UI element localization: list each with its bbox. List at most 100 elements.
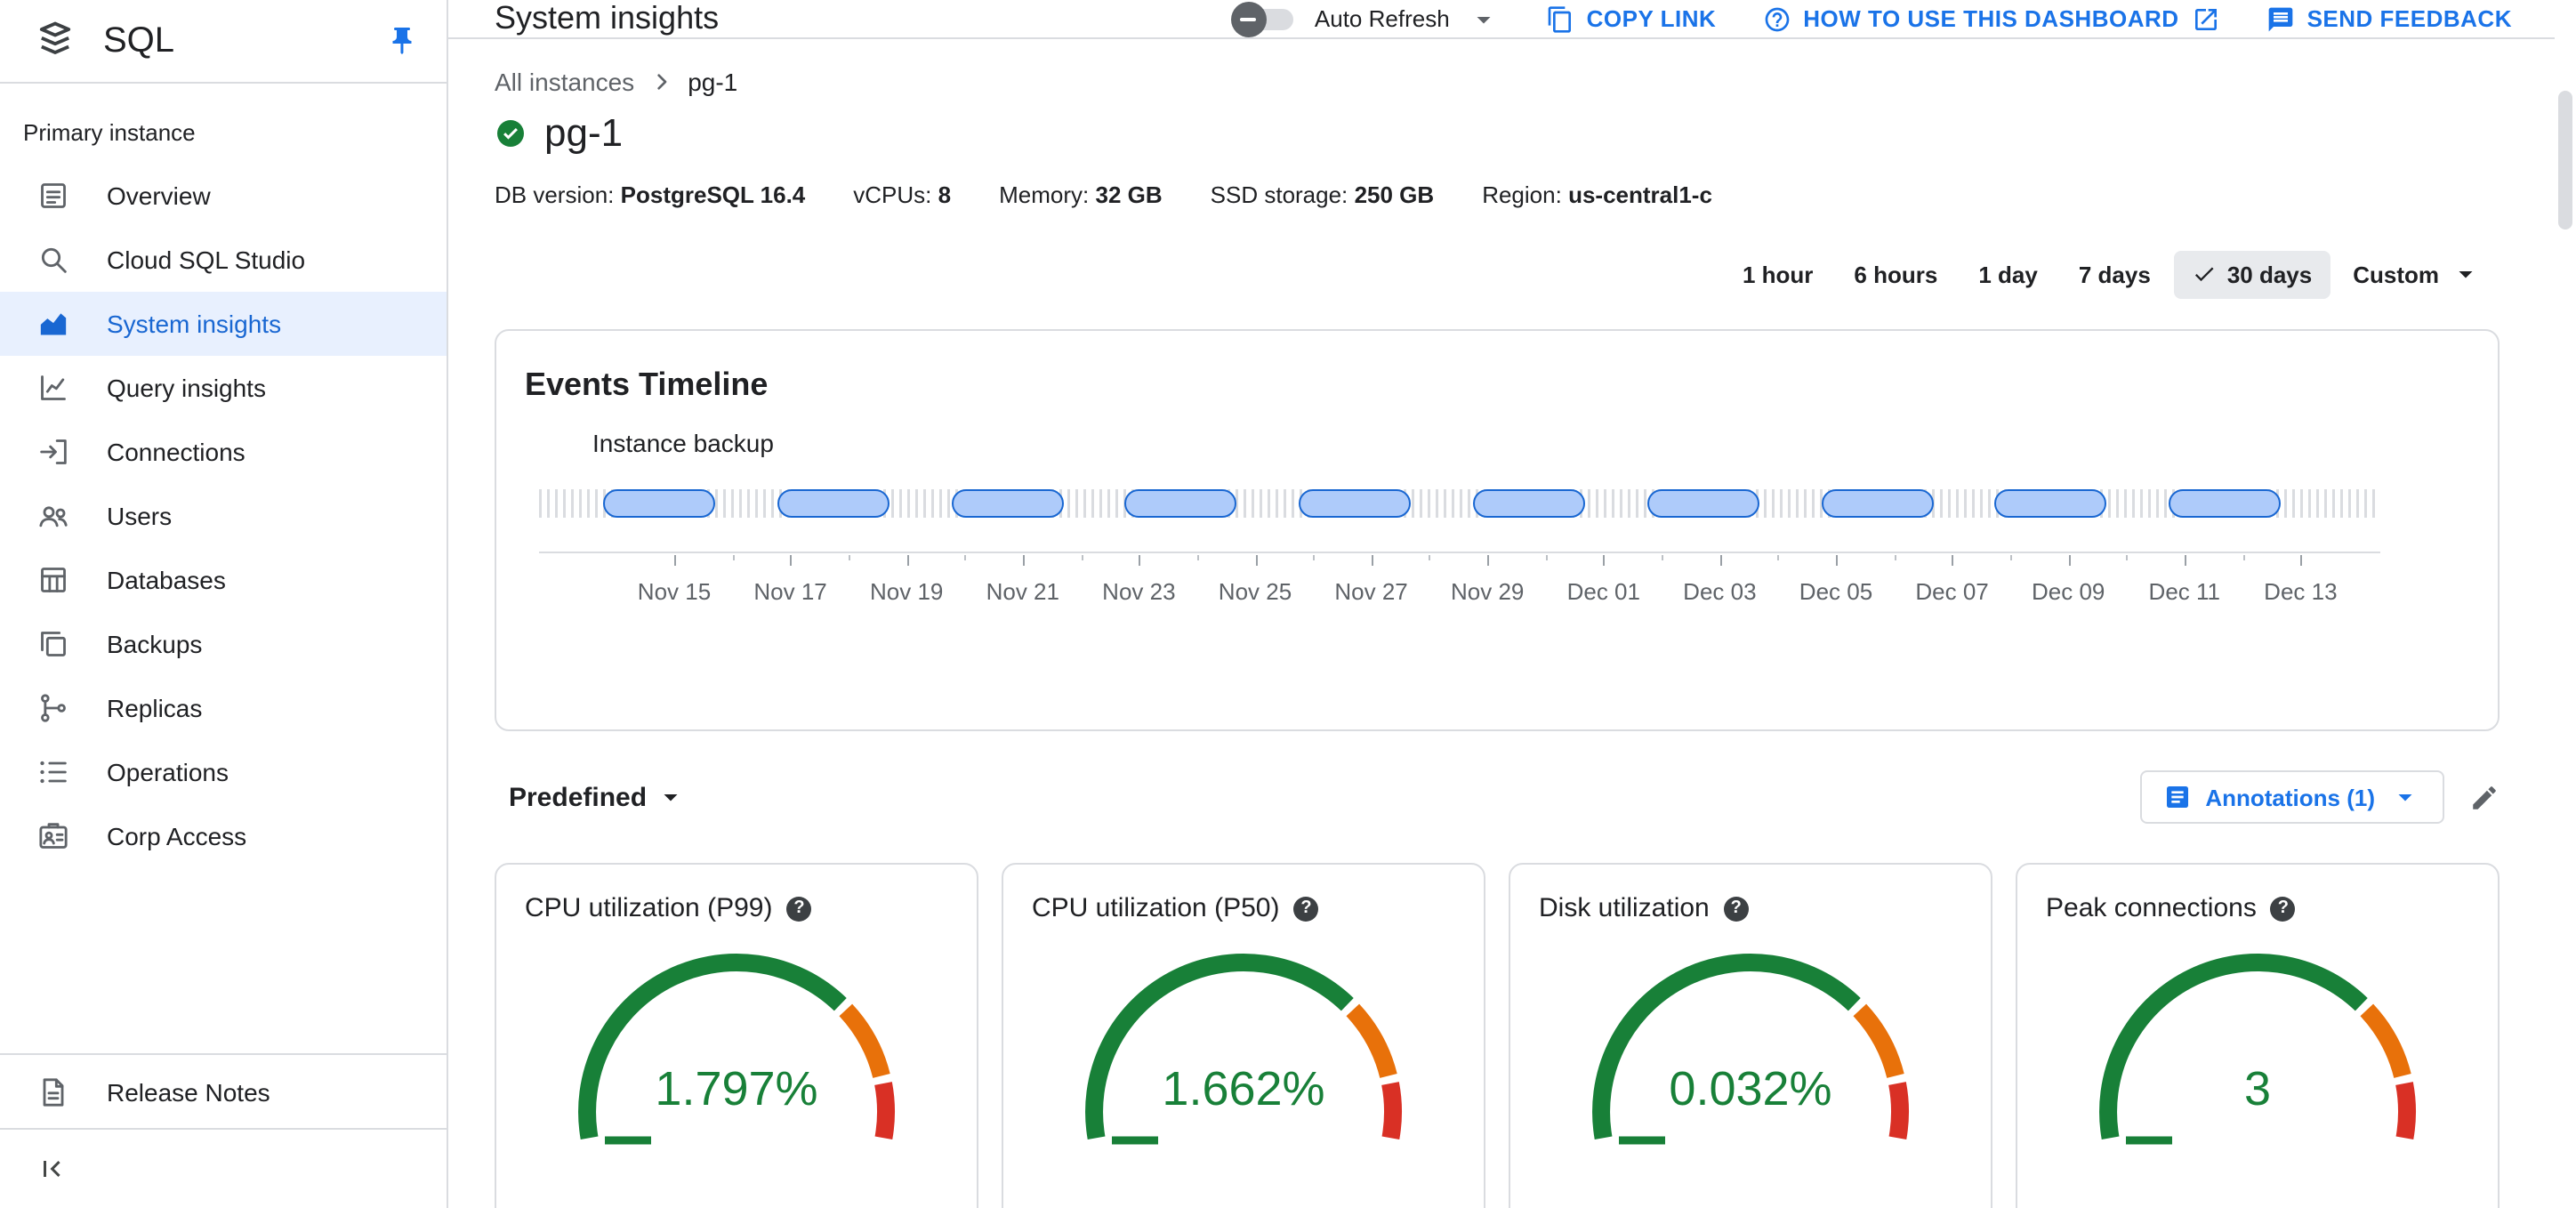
meta-label: vCPUs: [853,181,932,208]
meta-label: SSD storage: [1210,181,1348,208]
instance-status-icon [495,117,527,149]
sidebar-item-corp-access[interactable]: Corp Access [0,804,447,868]
axis-tick [790,555,793,566]
sidebar-item-label: Users [107,502,173,530]
meta-value: PostgreSQL 16.4 [620,181,806,208]
scrollbar [2555,0,2576,1208]
axis-tick [1952,555,1954,566]
events-timeline-title: Events Timeline [525,366,769,402]
axis-tick [1603,555,1606,566]
axis-tick [2300,555,2303,566]
annotations-button[interactable]: Annotations (1) [2139,770,2444,824]
help-icon[interactable]: ? [1723,896,1749,921]
gauge-value: 0.032% [1669,1062,1832,1115]
backup-event-pill[interactable] [1646,489,1759,518]
backup-event-pill[interactable] [1299,489,1412,518]
backup-event-pill[interactable] [1124,489,1237,518]
sidebar-item-label: Databases [107,566,226,594]
axis-tick [2009,555,2012,560]
connections-icon [36,434,71,470]
sidebar-item-cloud-sql-studio[interactable]: Cloud SQL Studio [0,228,447,292]
series-label: Instance backup [592,429,774,457]
help-icon[interactable]: ? [1293,896,1319,921]
gauge-title: Disk utilization [1539,893,1710,923]
time-range-6-hours[interactable]: 6 hours [1836,250,1955,298]
sidebar-item-overview[interactable]: Overview [0,164,447,228]
backup-event-pill[interactable] [2169,489,2282,518]
send-feedback-button[interactable]: SEND FEEDBACK [2266,4,2512,33]
help-icon[interactable]: ? [2270,896,2296,921]
sidebar-item-label: Corp Access [107,822,247,850]
chevron-down-icon [2450,258,2482,290]
gauge-value: 1.662% [1162,1062,1325,1115]
sidebar-item-backups[interactable]: Backups [0,612,447,676]
databases-icon [36,562,71,598]
time-range-label: 6 hours [1854,261,1938,287]
time-range-1-day[interactable]: 1 day [1960,250,2056,298]
copy-icon [1546,4,1574,33]
sidebar-item-users[interactable]: Users [0,484,447,548]
breadcrumb-all-instances[interactable]: All instances [495,68,635,96]
sidebar-item-system-insights[interactable]: System insights [0,292,447,356]
meta-value: 32 GB [1095,181,1163,208]
timeline-date: Dec 03 [1683,578,1757,605]
auto-refresh-toggle[interactable] [1230,1,1297,36]
timeline-date: Dec 01 [1566,578,1640,605]
backup-event-pill[interactable] [1821,489,1934,518]
release-notes-icon [36,1074,71,1109]
backup-event-pill[interactable] [951,489,1064,518]
instance-title-row: pg-1 [495,110,2500,157]
scrollbar-thumb[interactable] [2558,91,2572,230]
backup-event-pill[interactable] [603,489,715,518]
time-range-custom[interactable]: Custom [2335,247,2500,301]
axis-tick [1139,555,1141,566]
sidebar-section-label: Primary instance [23,119,196,146]
chart-controls-row: Predefined Annotations (1) [495,770,2500,824]
sidebar-item-connections[interactable]: Connections [0,420,447,484]
time-range-1-hour[interactable]: 1 hour [1725,250,1831,298]
collapse-nav-button[interactable] [0,1128,447,1208]
main-area: System insights Auto Refresh COPY LINK H… [448,0,2576,1208]
backup-event-pill[interactable] [777,489,890,518]
sidebar-item-label: Backups [107,630,203,658]
chevron-down-icon [2389,781,2421,813]
axis-tick [2126,555,2129,560]
sidebar-item-operations[interactable]: Operations [0,740,447,804]
sidebar-spacer [0,868,447,1053]
replicas-icon [36,690,71,726]
gauge-title: Peak connections [2046,893,2257,923]
send-feedback-label: SEND FEEDBACK [2306,5,2512,32]
pin-icon[interactable] [386,25,418,57]
gauge-card-peak-connections: Peak connections? 3 [2016,863,2500,1208]
backup-event-pill[interactable] [1473,489,1585,518]
instance-name: pg-1 [544,110,624,155]
help-icon[interactable]: ? [786,896,812,921]
breadcrumb-current: pg-1 [688,68,738,96]
corp-icon [36,818,71,854]
sidebar-item-release-notes[interactable]: Release Notes [0,1053,447,1128]
collapse-icon [36,1153,68,1185]
chevron-right-icon [647,68,675,96]
time-range-30-days[interactable]: 30 days [2173,250,2330,298]
meta-value: us-central1-c [1568,181,1712,208]
content: All instances pg-1 pg-1 DB version: Post… [448,39,2576,1208]
edit-icon[interactable] [2469,782,2500,812]
sidebar-item-replicas[interactable]: Replicas [0,676,447,740]
time-range-7-days[interactable]: 7 days [2061,250,2169,298]
sidebar-item-label: System insights [107,310,282,338]
how-to-use-button[interactable]: HOW TO USE THIS DASHBOARD [1762,4,2219,33]
how-to-use-label: HOW TO USE THIS DASHBOARD [1803,5,2179,32]
backup-event-pill[interactable] [1994,489,2107,518]
chevron-down-icon[interactable] [1468,3,1500,35]
predefined-dropdown[interactable]: Predefined [509,781,686,813]
sidebar-item-query-insights[interactable]: Query insights [0,356,447,420]
gauge: 1.797% [550,930,923,1162]
sidebar-item-databases[interactable]: Databases [0,548,447,612]
copy-link-button[interactable]: COPY LINK [1546,4,1717,33]
meta-memory-: Memory: 32 GB [999,181,1163,208]
timeline-date: Nov 29 [1450,578,1525,605]
timeline-date: Dec 09 [2031,578,2105,605]
axis-tick [906,555,909,566]
axis-tick [1836,555,1838,566]
users-icon [36,498,71,534]
